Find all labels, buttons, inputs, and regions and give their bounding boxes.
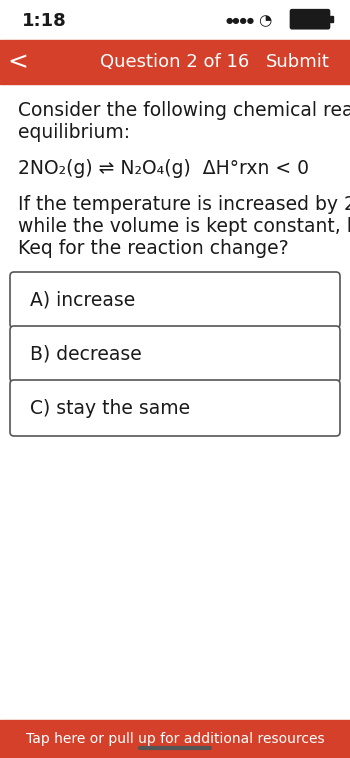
FancyBboxPatch shape bbox=[290, 10, 329, 29]
FancyBboxPatch shape bbox=[10, 326, 340, 382]
Bar bbox=[329, 16, 332, 23]
Text: while the volume is kept constant, how will: while the volume is kept constant, how w… bbox=[18, 217, 350, 236]
Bar bbox=[0, 720, 350, 758]
Text: Question 2 of 16: Question 2 of 16 bbox=[100, 53, 250, 71]
FancyBboxPatch shape bbox=[10, 380, 340, 436]
Text: C) stay the same: C) stay the same bbox=[30, 399, 190, 418]
Text: Consider the following chemical reaction at: Consider the following chemical reaction… bbox=[18, 101, 350, 120]
Text: 1:18: 1:18 bbox=[22, 12, 67, 30]
Text: equilibrium:: equilibrium: bbox=[18, 123, 130, 142]
Text: <: < bbox=[8, 50, 28, 74]
Text: Keq for the reaction change?: Keq for the reaction change? bbox=[18, 239, 289, 258]
FancyBboxPatch shape bbox=[10, 272, 340, 328]
Text: B) decrease: B) decrease bbox=[30, 344, 142, 364]
Text: ●●●●: ●●●● bbox=[226, 17, 255, 25]
Text: Submit: Submit bbox=[266, 53, 330, 71]
Text: 2NO₂(g) ⇌ N₂O₄(g)  ΔH°rxn < 0: 2NO₂(g) ⇌ N₂O₄(g) ΔH°rxn < 0 bbox=[18, 158, 309, 177]
Bar bbox=[0, 40, 350, 84]
Text: Tap here or pull up for additional resources: Tap here or pull up for additional resou… bbox=[26, 732, 324, 746]
Text: A) increase: A) increase bbox=[30, 290, 135, 309]
Text: ◔: ◔ bbox=[258, 14, 271, 28]
Text: If the temperature is increased by 20 K: If the temperature is increased by 20 K bbox=[18, 195, 350, 214]
